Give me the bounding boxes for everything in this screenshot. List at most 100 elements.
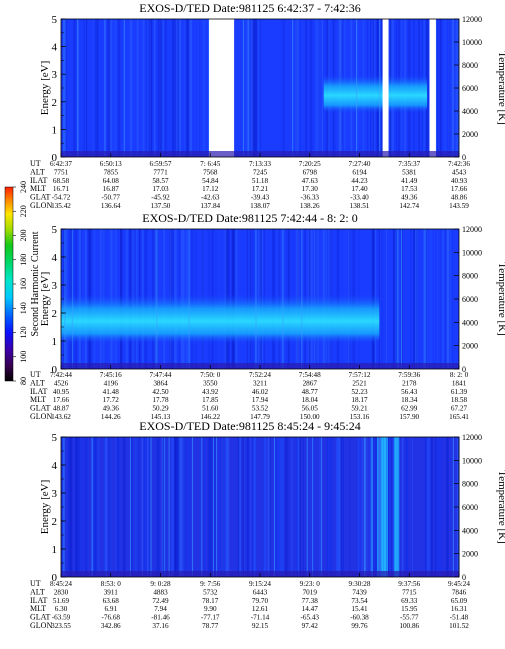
spectrogram-stripe	[374, 437, 377, 577]
spectrogram-stripe	[202, 19, 206, 157]
spectrogram-stripe	[75, 437, 78, 577]
table-row-label: UT	[30, 579, 41, 588]
table-cell: 15.41	[351, 605, 368, 613]
table-cell: 17.85	[202, 396, 219, 404]
table-cell: 6.91	[104, 605, 117, 613]
spectrogram-streak	[397, 229, 399, 369]
y2-tick-label: 4000	[462, 107, 478, 116]
spectrogram-stripe	[312, 437, 315, 577]
spectrogram-stripe	[321, 19, 324, 157]
spectrogram-streak	[356, 19, 358, 157]
spectrogram-stripe	[108, 437, 112, 577]
spectrogram-stripe	[425, 19, 429, 157]
spectrogram-stripe	[97, 437, 100, 577]
spectrogram-streak	[104, 19, 106, 157]
table-row-label: MLT	[30, 604, 46, 613]
spectrogram-stripe	[372, 437, 374, 577]
spectrogram-stripe	[219, 437, 221, 577]
table-cell: 137.50	[151, 202, 171, 210]
y2-tick-label: 0	[462, 153, 466, 162]
table-cell: 9:15:24	[249, 580, 271, 588]
y2-tick-label: 12000	[462, 15, 482, 24]
spectrogram-stripe	[287, 437, 289, 577]
y2-tick-label: 0	[462, 365, 466, 374]
spectrogram-stripe	[178, 437, 182, 577]
table-cell: 8:45:24	[50, 580, 72, 588]
spectrogram-streak	[191, 437, 193, 577]
spectrogram-stripe	[161, 19, 165, 157]
table-cell: 56.43	[401, 388, 418, 396]
table-row-label: MLT	[30, 184, 46, 193]
table-cell: 18.04	[302, 396, 319, 404]
table-row-label: GLAT	[30, 613, 51, 622]
spectrogram-stripe	[303, 437, 305, 577]
spectrogram-stripe	[237, 437, 240, 577]
y2-tick-label: 4000	[462, 318, 478, 327]
table-cell: 165.41	[449, 413, 469, 421]
spectrogram-stripe	[446, 437, 449, 577]
table-cell: 6:50:13	[100, 160, 122, 168]
table-cell: 6194	[352, 168, 367, 176]
spectrogram-stripe	[245, 19, 247, 157]
y2-tick-label: 2000	[462, 550, 478, 559]
table-cell: 99.76	[351, 622, 368, 630]
spectrogram-stripe	[390, 437, 393, 577]
spectrogram-stripe	[141, 19, 143, 157]
y-tick-label: 5	[52, 14, 58, 26]
y-tick-label: 4	[52, 42, 58, 54]
spectrogram-streak	[379, 19, 381, 157]
table-cell: 135.42	[51, 202, 71, 210]
y-axis-label: Energy [eV]	[39, 61, 51, 115]
spectrogram-stripe	[198, 19, 201, 157]
table-cell: 6798	[303, 168, 318, 176]
spectrogram-streak	[216, 437, 218, 577]
table-cell: 101.52	[449, 622, 469, 630]
spectrogram-stripe	[263, 437, 267, 577]
table-cell: 7771	[153, 168, 168, 176]
spectrogram-stripe	[242, 437, 244, 577]
spectrogram-streak	[452, 437, 454, 577]
spectrogram-stripe	[164, 437, 166, 577]
table-cell: 323.55	[51, 622, 71, 630]
spectrogram-streak	[363, 437, 365, 577]
table-cell: 17.94	[252, 396, 269, 404]
spectrogram-stripe	[80, 437, 83, 577]
spectrogram-stripe	[431, 437, 434, 577]
table-cell: 7:59:36	[398, 371, 420, 379]
spectrogram-stripe	[437, 437, 438, 577]
table-cell: 9:30:28	[349, 580, 371, 588]
table-cell: 49.36	[401, 194, 418, 202]
spectrogram-stripe	[136, 19, 139, 157]
y-tick-label: 1	[52, 336, 58, 348]
spectrogram-streak	[364, 437, 366, 577]
spectrogram-stripe	[83, 19, 85, 157]
table-row-label: ALT	[30, 167, 45, 176]
spectrogram-streak	[306, 437, 308, 577]
colorbar-tick-label: 240	[19, 181, 28, 193]
y-tick-label: 4	[52, 460, 58, 472]
table-cell: 7: 6:45	[200, 160, 221, 168]
spectrogram-streak	[208, 19, 210, 157]
panel-2: EXOS-D/TED Date:981125 7:42:44 - 8: 2: 0…	[30, 211, 505, 421]
table-cell: 69.33	[401, 597, 418, 605]
spectrogram-stripe	[93, 437, 96, 577]
y2-tick-label: 0	[462, 573, 466, 582]
spectrogram-stripe	[222, 437, 224, 577]
y2-tick-label: 6000	[462, 295, 478, 304]
spectrogram-stripe	[110, 19, 113, 157]
table-cell: 92.15	[252, 622, 269, 630]
spectrogram-stripe	[117, 19, 121, 157]
table-cell: 7:27:40	[349, 160, 371, 168]
colorbar-tick-label: 120	[19, 327, 28, 339]
table-cell: 142.74	[399, 202, 419, 210]
spectrogram-stripe	[243, 437, 245, 577]
y-tick-label: 0	[52, 364, 58, 376]
spectrogram-stripe	[207, 437, 211, 577]
spectrogram-stripe	[434, 437, 437, 577]
spectrogram-stripe	[391, 437, 395, 577]
table-cell: 146.22	[200, 413, 220, 421]
spectrogram-streak	[156, 229, 158, 369]
table-cell: 43.92	[202, 388, 219, 396]
spectrogram-stripe	[67, 437, 70, 577]
table-cell: 46.02	[252, 388, 269, 396]
